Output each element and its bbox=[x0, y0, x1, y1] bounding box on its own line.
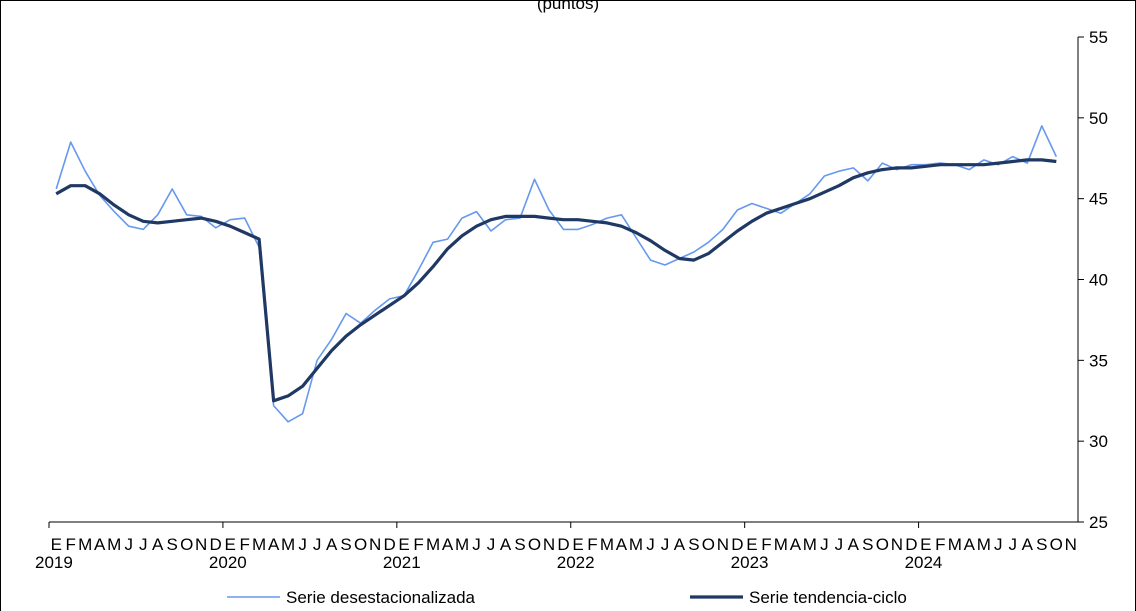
x-month-label: O bbox=[702, 535, 715, 554]
x-month-label: D bbox=[731, 535, 743, 554]
x-month-label: J bbox=[487, 535, 496, 554]
x-month-label: F bbox=[587, 535, 597, 554]
x-year-label: 2023 bbox=[731, 553, 769, 572]
y-tick-label: 30 bbox=[1089, 432, 1108, 451]
x-month-label: A bbox=[500, 535, 512, 554]
x-month-label: J bbox=[994, 535, 1003, 554]
x-month-label: J bbox=[313, 535, 322, 554]
x-month-label: A bbox=[152, 535, 164, 554]
x-month-label: S bbox=[167, 535, 178, 554]
x-month-label: F bbox=[761, 535, 771, 554]
x-month-label: N bbox=[1065, 535, 1077, 554]
x-month-label: N bbox=[195, 535, 207, 554]
x-month-label: J bbox=[661, 535, 670, 554]
x-month-label: A bbox=[616, 535, 628, 554]
x-month-label: A bbox=[326, 535, 338, 554]
x-year-label: 2019 bbox=[35, 553, 73, 572]
x-month-label: M bbox=[629, 535, 643, 554]
x-month-label: E bbox=[224, 535, 235, 554]
x-month-label: S bbox=[688, 535, 699, 554]
x-month-label: N bbox=[717, 535, 729, 554]
x-month-label: J bbox=[298, 535, 307, 554]
y-tick-label: 55 bbox=[1089, 28, 1108, 47]
x-month-label: M bbox=[455, 535, 469, 554]
x-month-label: D bbox=[557, 535, 569, 554]
x-month-label: A bbox=[1022, 535, 1034, 554]
y-tick-label: 25 bbox=[1089, 513, 1108, 532]
x-month-label: D bbox=[905, 535, 917, 554]
x-month-label: F bbox=[935, 535, 945, 554]
x-year-label: 2021 bbox=[383, 553, 421, 572]
x-month-label: A bbox=[964, 535, 976, 554]
x-month-label: O bbox=[876, 535, 889, 554]
legend-label-1: Serie desestacionalizada bbox=[286, 588, 476, 607]
x-month-label: A bbox=[94, 535, 106, 554]
x-month-label: S bbox=[1036, 535, 1047, 554]
x-month-label: O bbox=[1050, 535, 1063, 554]
legend-label-2: Serie tendencia-ciclo bbox=[749, 588, 907, 607]
x-month-label: D bbox=[383, 535, 395, 554]
series-line-1 bbox=[55, 125, 1058, 423]
x-month-label: F bbox=[239, 535, 249, 554]
x-month-label: E bbox=[51, 535, 62, 554]
x-month-label: D bbox=[210, 535, 222, 554]
x-month-label: M bbox=[107, 535, 121, 554]
x-month-label: O bbox=[354, 535, 367, 554]
x-month-label: A bbox=[848, 535, 860, 554]
x-month-label: M bbox=[600, 535, 614, 554]
x-month-label: J bbox=[820, 535, 829, 554]
chart-subtitle: (puntos) bbox=[536, 0, 600, 13]
x-month-label: J bbox=[835, 535, 844, 554]
x-month-label: J bbox=[472, 535, 481, 554]
x-month-label: O bbox=[528, 535, 541, 554]
y-tick-label: 45 bbox=[1089, 190, 1108, 209]
x-year-label: 2022 bbox=[557, 553, 595, 572]
x-month-label: E bbox=[746, 535, 757, 554]
x-year-label: 2020 bbox=[209, 553, 247, 572]
x-month-label: F bbox=[413, 535, 423, 554]
x-month-label: M bbox=[78, 535, 92, 554]
x-month-label: A bbox=[268, 535, 280, 554]
x-month-label: J bbox=[1009, 535, 1018, 554]
y-tick-label: 40 bbox=[1089, 271, 1108, 290]
x-month-label: J bbox=[139, 535, 148, 554]
x-month-label: O bbox=[180, 535, 193, 554]
x-month-label: A bbox=[674, 535, 686, 554]
x-month-label: M bbox=[948, 535, 962, 554]
x-month-label: J bbox=[646, 535, 655, 554]
x-month-label: M bbox=[803, 535, 817, 554]
x-month-label: N bbox=[369, 535, 381, 554]
x-month-label: M bbox=[774, 535, 788, 554]
x-month-label: E bbox=[398, 535, 409, 554]
x-month-label: S bbox=[862, 535, 873, 554]
x-month-label: M bbox=[977, 535, 991, 554]
x-month-label: A bbox=[442, 535, 454, 554]
x-month-label: M bbox=[426, 535, 440, 554]
y-tick-label: 35 bbox=[1089, 351, 1108, 370]
x-month-label: J bbox=[124, 535, 133, 554]
series-line-2 bbox=[55, 158, 1057, 403]
x-month-label: N bbox=[891, 535, 903, 554]
y-tick-label: 50 bbox=[1089, 109, 1108, 128]
x-month-label: M bbox=[252, 535, 266, 554]
x-month-label: E bbox=[920, 535, 931, 554]
x-year-label: 2024 bbox=[905, 553, 943, 572]
x-month-label: N bbox=[543, 535, 555, 554]
x-month-label: E bbox=[572, 535, 583, 554]
x-month-label: M bbox=[281, 535, 295, 554]
x-month-label: F bbox=[66, 535, 76, 554]
x-month-label: A bbox=[790, 535, 802, 554]
x-month-label: S bbox=[514, 535, 525, 554]
x-month-label: S bbox=[340, 535, 351, 554]
